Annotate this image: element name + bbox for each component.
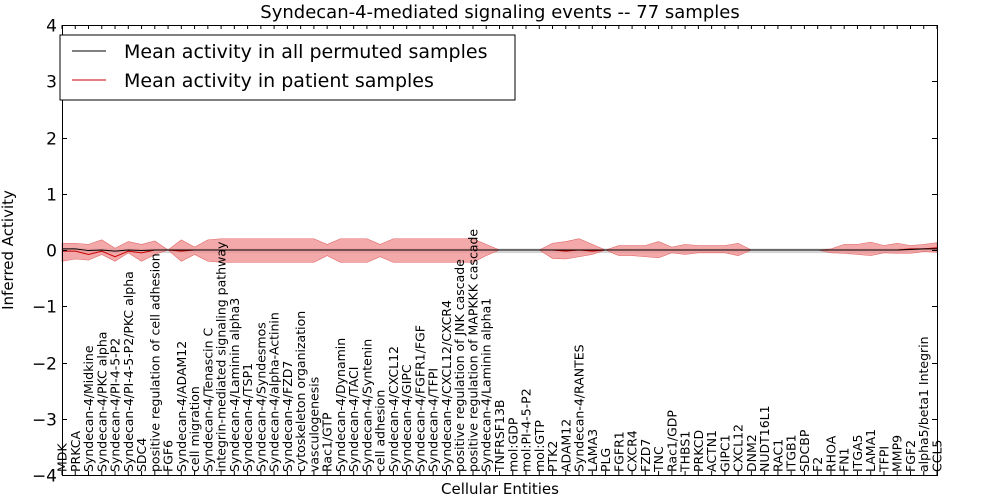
x-tick-label: NUDT16L1 <box>757 405 772 472</box>
y-tick-label: 0 <box>46 242 57 262</box>
y-axis: −4 −3 −2 −1 0 1 2 3 4 <box>32 17 937 487</box>
y-tick-label: −2 <box>32 355 57 375</box>
x-tick-label: cell adhesion <box>373 390 388 472</box>
y-axis-label: Inferred Activity <box>0 190 17 310</box>
legend: Mean activity in all permuted samples Me… <box>59 34 516 101</box>
chart-title: Syndecan-4-mediated signaling events -- … <box>260 2 739 23</box>
x-tick-label: Syndecan-4/FZD7 <box>280 361 295 472</box>
y-tick-label: 4 <box>46 17 57 37</box>
x-tick-label: Syndecan-4/Laminin alpha1 <box>479 298 494 472</box>
x-tick-label: Syndecan-4/RANTES <box>572 344 587 472</box>
x-tick-label: mol:GTP <box>532 420 547 472</box>
x-tick-label: Syndecan-4/ADAM12 <box>174 341 189 472</box>
x-tick-label: Syndecan-4/Dynamin <box>333 338 348 472</box>
x-tick-label: Syndecan-4/TSP1 <box>240 363 255 472</box>
legend-box <box>59 34 516 101</box>
x-tick-label: CCL5 <box>930 440 945 472</box>
y-tick-label: 2 <box>46 130 57 150</box>
x-tick-label: MDK <box>55 443 70 472</box>
x-tick-label: TNC <box>651 446 666 473</box>
x-tick-label: vasculogenesis <box>306 377 321 472</box>
plot-area <box>61 238 938 263</box>
x-tick-label: THBS1 <box>678 431 693 473</box>
x-tick-label: FZD7 <box>638 439 653 472</box>
legend-label-patient: Mean activity in patient samples <box>124 70 434 92</box>
x-tick-label: positive regulation of JNK cascade <box>452 259 467 472</box>
x-tick-label: CXCR4 <box>625 430 640 472</box>
x-tick-label: FGFR1 <box>611 431 626 472</box>
y-tick-label: −1 <box>32 298 57 318</box>
x-tick-label: CXCL12 <box>731 424 746 472</box>
x-tick-label: mol:GDP <box>505 417 520 472</box>
y-tick-label: −4 <box>32 467 57 487</box>
x-tick-label: Syndecan-4/Syndesmos <box>253 322 268 472</box>
x-axis: MDKPRKCASyndecan-4/MidkineSyndecan-4/PKC… <box>55 25 945 475</box>
x-tick-label: Syndecan-4/PI-4-5-P2/PKC alpha <box>121 271 136 472</box>
x-tick-label: FN1 <box>837 448 852 473</box>
x-tick-label: ADAM12 <box>558 419 573 472</box>
legend-label-permuted: Mean activity in all permuted samples <box>124 41 487 63</box>
permuted-mean-line <box>62 248 937 252</box>
x-tick-label: F2 <box>810 457 825 472</box>
x-tick-label: integrin-mediated signaling pathway <box>214 241 229 472</box>
x-tick-label: PLG <box>598 448 613 472</box>
x-tick-label: Syndecan-4/TACI <box>346 367 361 472</box>
x-tick-label: MMP9 <box>890 435 905 472</box>
x-tick-label: Syndecan-4/PI-4-5-P2 <box>108 338 123 472</box>
x-tick-label: Syndecan-4/GIPC <box>399 364 414 472</box>
x-tick-label: Syndecan-4/Tenascin C <box>200 327 215 472</box>
x-tick-label: LAMA1 <box>863 429 878 472</box>
x-tick-label: Rac1/GTP <box>320 412 335 472</box>
x-tick-label: ITGA5 <box>850 434 865 472</box>
x-tick-label: Syndecan-4/CXCL12 <box>386 346 401 472</box>
x-tick-label: RHOA <box>823 435 838 472</box>
x-tick-label: Syndecan-4/Syntenin <box>359 339 374 472</box>
x-tick-label: FGF2 <box>903 440 918 472</box>
x-tick-label: LAMA3 <box>585 429 600 472</box>
x-tick-label: cytoskeleton organization <box>293 311 308 472</box>
y-tick-label: −3 <box>32 411 57 431</box>
x-tick-label: PTK2 <box>545 441 560 472</box>
x-tick-label: Syndecan-4/Laminin alpha3 <box>227 298 242 472</box>
x-tick-label: Syndecan-4/PKC alpha <box>94 332 109 472</box>
x-tick-label: FGF6 <box>161 440 176 472</box>
y-tick-label: 1 <box>46 186 57 206</box>
x-tick-label: PRKCD <box>691 430 706 472</box>
y-tick-label: 3 <box>46 73 57 93</box>
x-tick-label: PRKCA <box>68 431 83 472</box>
x-tick-label: TFPI <box>876 446 891 473</box>
x-tick-label: alpha5/beta1 Integrin <box>916 336 931 472</box>
x-tick-label: positive regulation of cell adhesion <box>147 253 162 472</box>
x-tick-label: cell migration <box>187 386 202 472</box>
x-tick-label: Syndecan-4/FGFR1/FGF <box>412 325 427 472</box>
x-tick-label: Syndecan-4/CXCL12/CXCR4 <box>439 300 454 472</box>
x-tick-label: ITGB1 <box>784 434 799 472</box>
x-tick-label: DNM2 <box>744 434 759 472</box>
x-tick-label: GIPC1 <box>717 434 732 472</box>
x-tick-label: SDCBP <box>797 429 812 472</box>
x-tick-label: Syndecan-4/TFPI <box>426 368 441 472</box>
x-tick-label: TNFRSF13B <box>492 400 507 473</box>
x-tick-label: mol:PI-4-5-P2 <box>519 388 534 472</box>
x-tick-label: ACTN1 <box>704 430 719 472</box>
x-tick-label: Rac1/GDP <box>664 410 679 472</box>
x-tick-label: Syndecan-4/alpha-Actinin <box>267 312 282 472</box>
x-tick-label: Syndecan-4/Midkine <box>81 345 96 472</box>
x-axis-label: Cellular Entities <box>441 480 559 498</box>
x-tick-label: SDC4 <box>134 438 149 472</box>
x-tick-label: RAC1 <box>770 439 785 472</box>
x-tick-label: positive regulation of MAPKKK cascade <box>465 229 480 472</box>
